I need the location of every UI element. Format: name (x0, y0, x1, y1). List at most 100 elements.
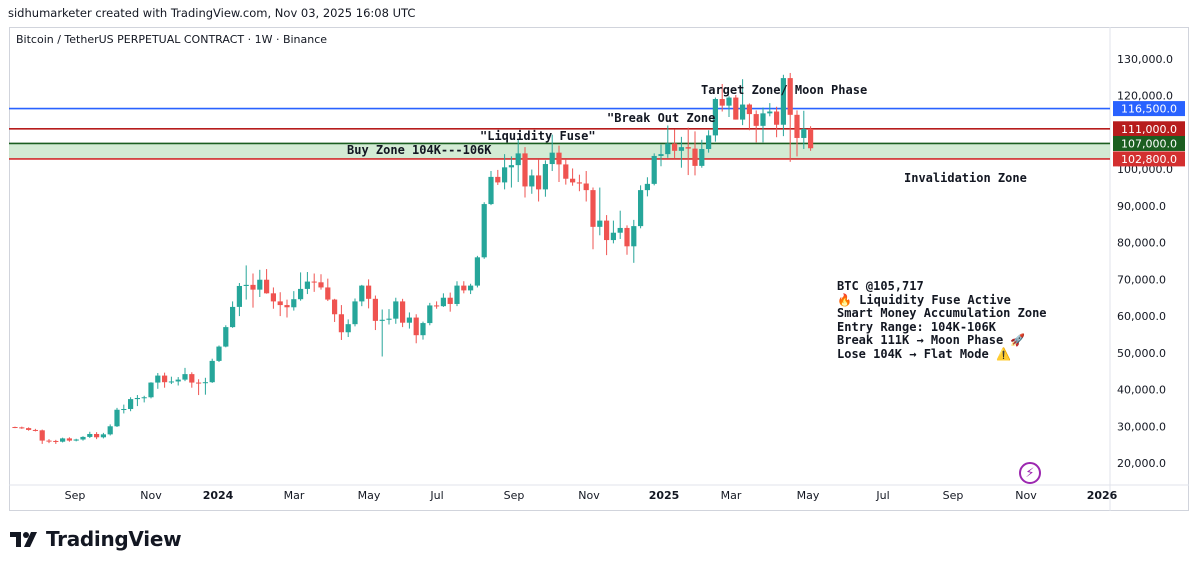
candle-body (121, 409, 127, 411)
candle-body (427, 305, 433, 324)
candle-body (665, 143, 671, 155)
candle-body (583, 183, 589, 191)
candle-body (182, 374, 188, 380)
candle-body (26, 428, 32, 430)
candle-body (134, 397, 140, 400)
candle-body (366, 285, 372, 299)
flash-icon[interactable]: ⚡ (1019, 462, 1041, 484)
candle-body (60, 438, 66, 442)
candle-body (325, 287, 331, 300)
candle-body (740, 104, 746, 120)
candle-body (692, 148, 698, 166)
candle-body (461, 285, 467, 291)
candle-body (774, 111, 780, 125)
candle-body (678, 147, 684, 151)
y-tick-label: 40,000.0 (1117, 384, 1166, 397)
x-tick-label: Nov (140, 489, 162, 502)
candle-body (250, 284, 256, 290)
candle-body (726, 97, 732, 106)
candle-body (638, 190, 644, 227)
candlestick-chart[interactable]: 20,000.0 30,000.0 40,000.0 50,000.0 60,000.0… (9, 27, 1189, 511)
candle-body (202, 382, 208, 384)
candle-body (141, 397, 147, 399)
x-tick-label: Sep (65, 489, 86, 502)
symbol-title: Bitcoin / TetherUS PERPETUAL CONTRACT · … (16, 33, 328, 46)
candle-body (19, 427, 25, 429)
candle-body (379, 319, 385, 321)
candle-body (372, 298, 378, 321)
price-level-badge-label: 116,500.0 (1121, 103, 1177, 116)
candle-body (216, 346, 222, 361)
candle-body (719, 99, 725, 106)
candle-body (338, 314, 344, 333)
candle-body (311, 281, 317, 283)
candle-body (753, 114, 759, 126)
candle-body (576, 182, 582, 184)
chart-frame (9, 27, 1189, 511)
candle-body (406, 317, 412, 323)
candle-body (440, 297, 446, 307)
price-level-badge-label: 111,000.0 (1121, 123, 1177, 136)
candle-body (175, 379, 181, 382)
candle-body (488, 176, 494, 205)
candle-body (536, 175, 542, 190)
candle-body (236, 285, 242, 307)
candle-body (563, 164, 569, 179)
candle-body (345, 324, 351, 333)
candle-body (32, 429, 38, 431)
x-tick-label: Sep (504, 489, 525, 502)
candle-body (46, 440, 52, 442)
candle-body (515, 153, 521, 166)
candle-body (794, 114, 800, 138)
candle-body (87, 433, 93, 437)
price-level-badge (1113, 135, 1185, 151)
invalidation-zone-label: Invalidation Zone (904, 171, 1027, 185)
candle-body (760, 113, 766, 126)
candle-body (257, 279, 263, 290)
candle-body (556, 152, 562, 165)
candle-body (685, 147, 691, 149)
candle-body (706, 135, 712, 149)
candle-body (604, 220, 610, 241)
y-tick-label: 130,000.0 (1117, 53, 1173, 66)
y-tick-label: 70,000.0 (1117, 273, 1166, 286)
tv-logo-icon (10, 532, 37, 547)
x-tick-label: Mar (721, 489, 742, 502)
x-tick-label: Jul (875, 489, 889, 502)
candle-body (522, 153, 528, 187)
buy-zone-label: Buy Zone 104K---106K (347, 143, 492, 157)
x-tick-label: 2026 (1087, 489, 1118, 502)
candle-body (746, 104, 752, 115)
candle-body (148, 382, 154, 398)
candle-body (162, 375, 168, 383)
candle-body (73, 439, 79, 441)
x-tick-label: Mar (284, 489, 305, 502)
candle-body (168, 381, 174, 383)
candle-body (298, 288, 304, 300)
x-tick-label: Sep (943, 489, 964, 502)
candle-body (386, 318, 392, 320)
candle-body (617, 227, 623, 233)
price-level-badge-label: 102,800.0 (1121, 153, 1177, 166)
candle-body (733, 97, 739, 120)
candle-body (434, 305, 440, 307)
candle-body (230, 306, 236, 328)
candle-body (107, 426, 113, 435)
y-tick-label: 120,000.0 (1117, 90, 1173, 103)
candle-body (549, 152, 555, 165)
brand-name: TradingView (46, 527, 182, 551)
candle-body (597, 220, 603, 227)
breakout-zone-label: "Break Out Zone (607, 111, 716, 125)
candle-body (128, 399, 134, 410)
note-line-6: Lose 104K → Flat Mode ⚠️ (837, 346, 1011, 361)
candle-body (413, 317, 419, 336)
candle-body (352, 301, 358, 325)
price-level-badge (1113, 101, 1185, 117)
candle-body (12, 427, 18, 429)
note-line-3: Smart Money Accumulation Zone (837, 306, 1047, 321)
candle-body (196, 382, 202, 384)
candle-body (155, 375, 161, 383)
note-line-5: Break 111K → Moon Phase 🚀 (837, 333, 1026, 348)
note-line-2: 🔥 Liquidity Fuse Active (837, 292, 1011, 307)
candle-body (468, 285, 474, 291)
